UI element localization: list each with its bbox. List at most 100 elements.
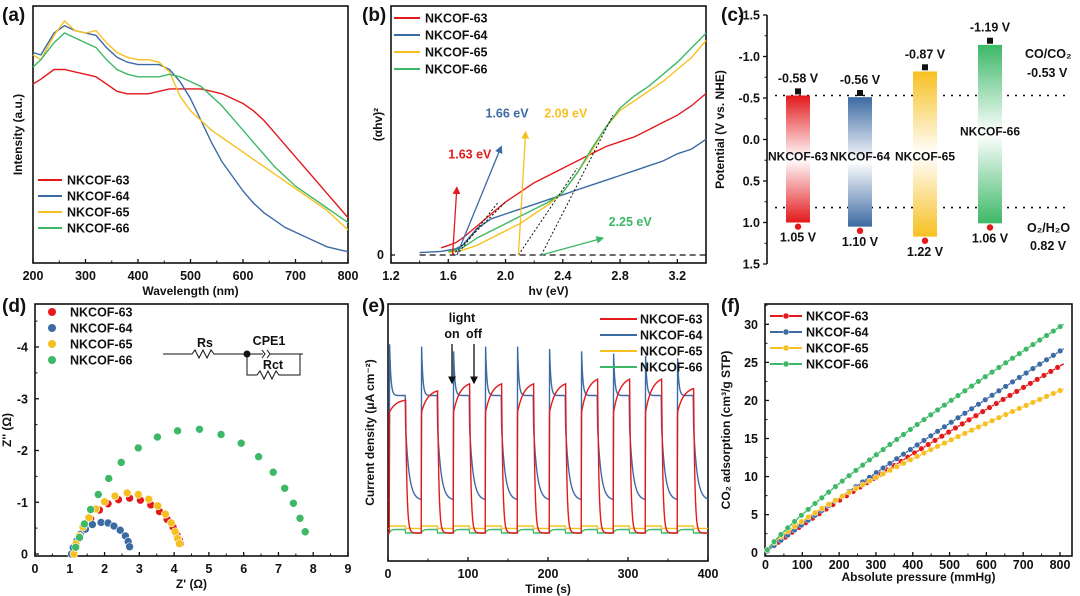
data-point <box>1043 393 1050 400</box>
data-point <box>195 424 204 434</box>
panel-e: 0 100 200 300 400 Time (s) Current density (μA… <box>363 303 719 596</box>
y-tick-label: -2 <box>17 444 28 458</box>
x-tick-label: 7 <box>275 562 282 576</box>
data-point <box>948 397 955 404</box>
legend-label: NKCOF-63 <box>806 310 869 324</box>
cb-value-label: -0.58 V <box>778 71 819 85</box>
data-point <box>1020 384 1027 391</box>
data-point <box>86 505 95 514</box>
panel-label: (f) <box>721 296 740 317</box>
data-point <box>173 426 182 436</box>
y-tick-label: 30 <box>744 318 758 332</box>
legend-label: NKCOF-66 <box>640 361 703 375</box>
legend-label: NKCOF-65 <box>640 345 703 359</box>
data-point <box>941 440 948 447</box>
y-tick-label: 10 <box>744 470 758 484</box>
data-point <box>1002 411 1009 418</box>
x-tick-label: 100 <box>458 567 479 581</box>
panel-e-frame <box>387 303 709 562</box>
data-point <box>920 416 928 423</box>
data-point <box>954 433 962 440</box>
x-tick-label: 2.0 <box>497 269 514 283</box>
annotation-arrow <box>456 145 503 256</box>
data-point <box>771 538 778 545</box>
reference-value: 0.82 V <box>1030 239 1067 253</box>
panel-label: (b) <box>362 5 386 26</box>
data-point <box>925 441 932 448</box>
x-tick-label: 1 <box>66 562 73 576</box>
legend-marker <box>48 308 56 316</box>
data-point <box>839 478 846 485</box>
legend-marker <box>48 324 56 332</box>
x-tick-label: 3.2 <box>669 269 686 283</box>
data-point <box>914 441 921 449</box>
data-point <box>975 423 982 431</box>
vb-value-label: 1.05 V <box>780 231 817 245</box>
data-point <box>1057 387 1064 394</box>
x-tick-label: 600 <box>233 269 254 283</box>
legend-label: NKCOF-63 <box>70 306 133 320</box>
data-point <box>934 428 941 435</box>
bar-category-label: NKCOF-63 <box>768 149 828 163</box>
data-point <box>295 513 305 523</box>
x-tick-label: 2 <box>101 562 108 576</box>
legend-marker <box>782 312 790 320</box>
circuit-wire <box>163 348 303 381</box>
cb-marker <box>795 88 801 95</box>
data-point <box>1036 361 1043 368</box>
panel-label: (d) <box>2 296 26 317</box>
data-point <box>1057 323 1064 330</box>
data-point <box>859 481 866 488</box>
data-point <box>954 392 962 399</box>
bandgap-label: 2.25 eV <box>609 215 653 229</box>
legend-label: NKCOF-65 <box>425 46 488 60</box>
data-point <box>907 456 914 463</box>
data-point <box>1050 390 1057 397</box>
data-point <box>280 483 290 493</box>
panel-d: 0 1 2 3 4 5 6 7 8 9 0 -1 -2 -3 -4 Z' (Ω) Z'' (Ω) NKCOF-63… <box>0 303 352 591</box>
y-tick-label: 15 <box>744 432 758 446</box>
data-point <box>989 417 996 424</box>
x-tick-label: 800 <box>338 269 359 283</box>
equivalent-circuit-inset <box>163 348 303 381</box>
data-point <box>886 460 893 467</box>
vb-value-label: 1.22 V <box>907 245 944 259</box>
data-point <box>798 512 805 519</box>
data-point <box>979 408 986 415</box>
legend-marker <box>48 356 56 364</box>
data-point <box>832 483 839 490</box>
data-point <box>805 514 812 521</box>
reference-label: O₂/H₂O <box>1027 221 1070 235</box>
panel-f: 0 100 200 300 400 500 600 700 800 0 5 10 15 20 25 30 Abs… <box>719 303 1073 584</box>
data-point <box>1054 364 1061 371</box>
data-point <box>153 501 163 511</box>
x-axis-label: Time (s) <box>525 582 571 596</box>
data-point <box>1040 372 1048 379</box>
data-point <box>1023 402 1030 409</box>
cpe-label: CPE1 <box>253 334 286 348</box>
data-point <box>859 462 866 469</box>
legend-label: NKCOF-65 <box>67 206 130 220</box>
legend-label: NKCOF-63 <box>425 12 488 26</box>
series-line-nkcof-66 <box>448 32 707 253</box>
x-tick-label: 5 <box>205 562 212 576</box>
series-line-nkcof-63 <box>32 68 349 219</box>
data-point <box>852 485 859 492</box>
x-tick-label: 200 <box>23 269 44 283</box>
vb-value-label: 1.10 V <box>842 235 879 249</box>
data-point <box>886 467 893 474</box>
x-tick-label: 400 <box>698 567 719 581</box>
x-axis-label: Z' (Ω) <box>176 577 207 591</box>
legend-marker <box>782 344 790 352</box>
y-tick-label: -0.5 <box>738 92 760 106</box>
series-line-nkcof-65 <box>32 19 349 231</box>
band-bar-nkcof-64 <box>848 97 872 227</box>
x-tick-label: 700 <box>285 269 306 283</box>
cb-value-label: -0.56 V <box>840 73 881 87</box>
data-point <box>100 497 109 507</box>
legend-label: NKCOF-64 <box>425 29 488 43</box>
data-point <box>920 437 928 444</box>
data-point <box>133 490 143 499</box>
y-tick-label: 1.5 <box>743 258 760 272</box>
